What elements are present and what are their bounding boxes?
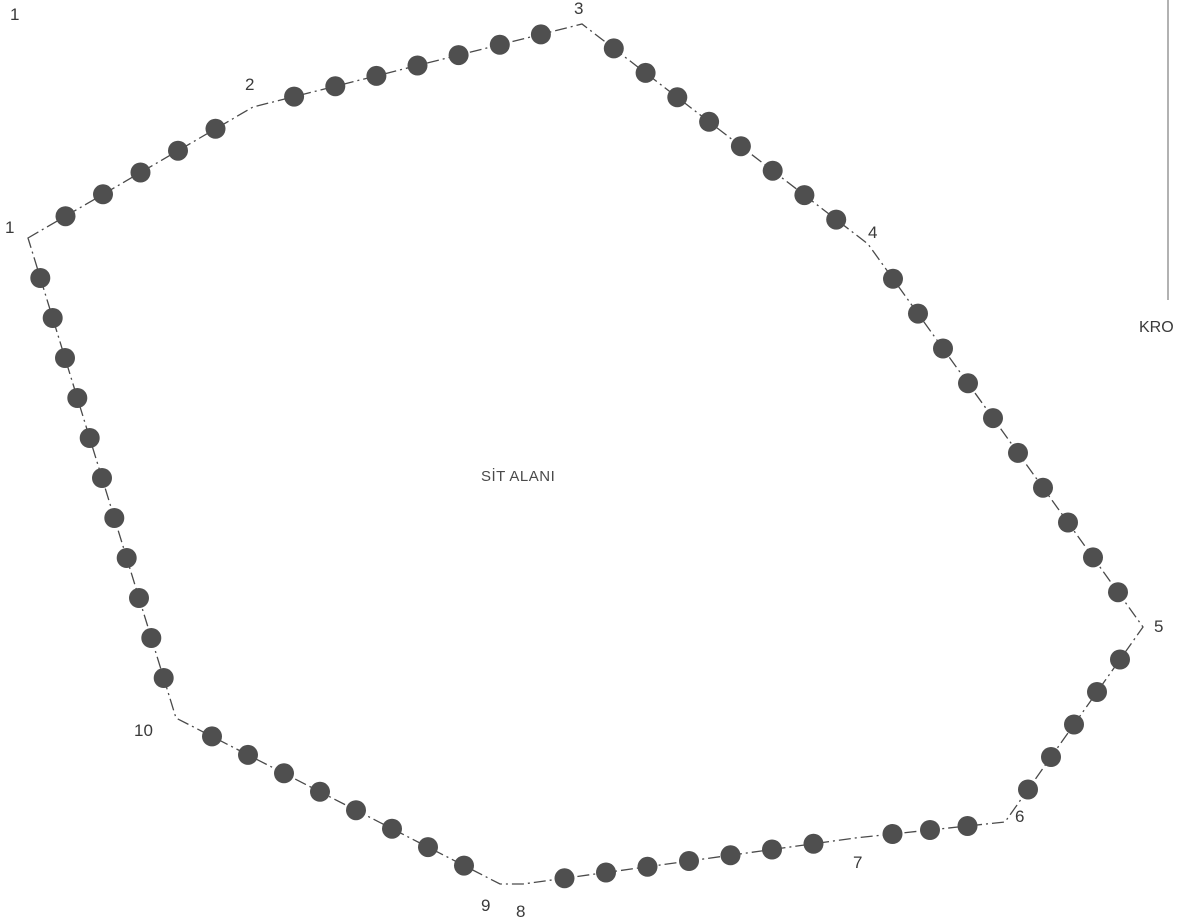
boundary-marker: [55, 206, 76, 227]
boundary-marker: [699, 111, 720, 132]
boundary-marker: [883, 268, 903, 289]
boundary-marker: [93, 184, 113, 205]
site-boundary-line: [27, 23, 1144, 885]
boundary-marker: [1018, 779, 1038, 800]
vertex-label-1: 1: [5, 218, 14, 237]
boundary-marker: [730, 136, 751, 157]
boundary-marker: [1110, 649, 1130, 670]
boundary-marker: [67, 388, 88, 408]
boundary-marker: [454, 855, 474, 876]
boundary-marker: [1083, 547, 1103, 568]
boundary-marker: [116, 548, 137, 568]
boundary-marker: [1008, 442, 1028, 463]
boundary-marker: [1058, 512, 1078, 533]
boundary-marker: [274, 763, 294, 784]
boundary-marker: [346, 800, 366, 821]
boundary-marker: [205, 118, 226, 139]
boundary-marker: [325, 76, 346, 97]
boundary-marker: [554, 868, 575, 889]
boundary-marker: [366, 65, 387, 86]
vertex-label-5: 5: [1154, 617, 1163, 636]
vertex-label-7: 7: [853, 853, 862, 872]
boundary-marker: [310, 781, 330, 802]
right-edge-label: KRO: [1139, 319, 1174, 336]
boundary-marker: [933, 338, 953, 359]
boundary-marker: [238, 744, 258, 765]
boundary-marker: [42, 308, 63, 328]
vertex-label-8: 8: [516, 902, 525, 921]
vertex-label-6: 6: [1015, 807, 1024, 826]
vertex-label-4: 4: [868, 223, 877, 242]
boundary-marker: [1108, 582, 1128, 603]
boundary-marker: [958, 373, 978, 394]
boundary-marker: [762, 160, 783, 181]
boundary-marker: [141, 628, 162, 648]
boundary-marker: [104, 508, 125, 528]
boundary-marker: [284, 86, 305, 107]
boundary-marker: [720, 845, 741, 866]
boundary-marker: [1041, 747, 1061, 767]
boundary-marker: [55, 348, 75, 368]
boundary-marker: [129, 588, 149, 608]
vertex-label-3: 3: [574, 0, 583, 18]
boundary-marker: [983, 408, 1003, 429]
boundary-markers: [30, 24, 1130, 889]
boundary-marker: [382, 818, 402, 839]
boundary-marker: [920, 820, 940, 840]
boundary-marker: [637, 856, 658, 877]
vertex-label-9: 9: [481, 896, 490, 915]
boundary-marker: [1087, 682, 1107, 702]
boundary-marker: [603, 38, 624, 59]
boundary-marker: [826, 209, 847, 230]
boundary-marker: [168, 140, 188, 161]
boundary-marker: [418, 837, 438, 858]
boundary-marker: [762, 839, 782, 860]
boundary-marker: [407, 55, 428, 76]
boundary-marker: [448, 45, 469, 66]
boundary-marker: [530, 24, 551, 45]
boundary-marker: [1033, 477, 1053, 498]
boundary-marker: [667, 87, 688, 108]
boundary-marker: [130, 162, 151, 183]
boundary-marker: [882, 824, 903, 844]
boundary-marker: [202, 726, 222, 747]
site-area-label: SİT ALANI: [481, 467, 555, 485]
boundary-marker: [489, 34, 510, 55]
boundary-marker: [635, 62, 656, 83]
boundary-marker: [957, 816, 978, 836]
boundary-marker: [92, 468, 112, 488]
boundary-marker: [1064, 714, 1084, 735]
boundary-marker: [79, 428, 100, 448]
vertex-label-2: 2: [245, 75, 254, 94]
boundary-marker: [679, 851, 699, 871]
boundary-marker: [803, 833, 824, 854]
boundary-marker: [596, 862, 616, 883]
boundary-marker: [153, 668, 174, 688]
boundary-marker: [30, 268, 51, 288]
boundary-marker: [908, 303, 928, 324]
vertex-label-10: 10: [134, 721, 153, 740]
corner-label: 1: [10, 5, 19, 24]
boundary-marker: [794, 185, 815, 206]
